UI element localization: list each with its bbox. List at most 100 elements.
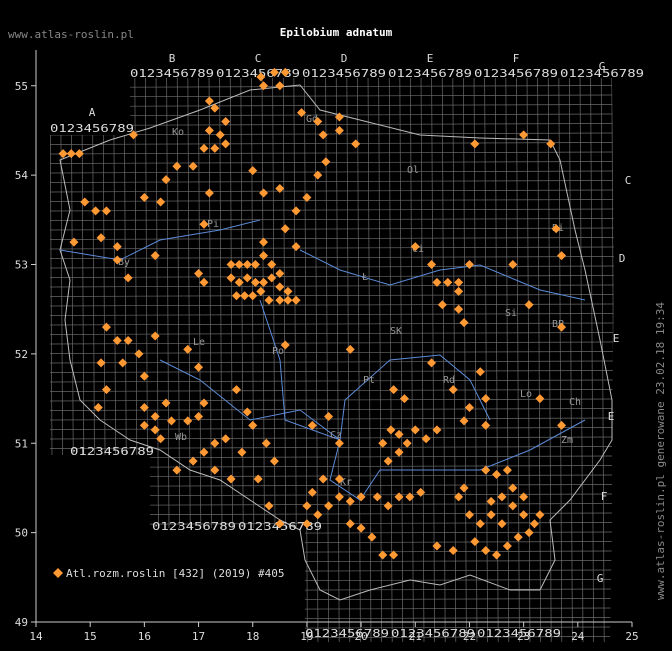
record-point	[156, 197, 166, 207]
grid-line-v	[537, 78, 541, 642]
record-point	[394, 447, 404, 457]
record-point	[475, 367, 485, 377]
record-point	[432, 541, 442, 551]
record-point	[313, 510, 323, 520]
record-point	[66, 149, 76, 159]
record-point	[259, 251, 269, 261]
record-point	[334, 125, 344, 135]
record-point	[464, 403, 474, 412]
record-point	[513, 532, 523, 542]
x-tick-label: 18	[246, 630, 259, 643]
record-point	[356, 523, 366, 533]
region-label: Ł	[361, 272, 368, 283]
record-point	[91, 206, 101, 216]
grid-line-v	[547, 78, 552, 642]
record-point	[74, 149, 84, 159]
grid-letter: E	[608, 410, 615, 423]
grid-line-h	[50, 284, 614, 288]
grid-letter: C	[255, 52, 262, 65]
record-point	[275, 295, 285, 305]
record-point	[267, 273, 277, 283]
x-tick-label: 22	[463, 630, 476, 643]
grid-line-h	[50, 170, 614, 174]
record-point	[378, 438, 388, 448]
grid-line-v	[463, 78, 467, 642]
grid-digits: 0123456789	[302, 67, 386, 80]
record-point	[253, 474, 263, 484]
record-point	[226, 260, 236, 269]
record-point	[221, 139, 231, 149]
grid-line-h	[50, 208, 614, 212]
record-point	[280, 67, 290, 77]
axes	[35, 50, 632, 623]
grid-letter: D	[341, 52, 348, 65]
record-point	[386, 425, 396, 435]
record-point	[80, 197, 90, 207]
record-point	[432, 425, 442, 435]
region-label: Pi	[207, 219, 219, 230]
record-point	[275, 184, 285, 194]
grid-line-v	[431, 78, 435, 642]
record-point	[334, 438, 344, 448]
record-point	[481, 546, 491, 555]
grid-line-h	[50, 294, 614, 297]
x-tick-label: 24	[571, 630, 585, 643]
record-point	[139, 403, 149, 412]
record-point	[432, 277, 442, 287]
record-point	[194, 362, 204, 372]
record-point	[183, 416, 193, 426]
record-point	[188, 161, 198, 171]
y-tick-label: 51	[15, 437, 28, 450]
grid-letter: C	[625, 174, 632, 187]
record-point	[546, 139, 556, 149]
record-point	[210, 465, 220, 475]
record-point	[275, 81, 285, 91]
record-point	[199, 219, 209, 229]
record-point	[459, 318, 469, 328]
record-point	[535, 394, 545, 404]
grid-line-h	[50, 360, 614, 364]
record-point	[183, 344, 193, 354]
grid-digits: 0123456789	[560, 67, 644, 80]
record-point	[307, 420, 317, 430]
grid-line-h	[50, 123, 614, 126]
record-point	[302, 192, 312, 202]
grid-line-h	[50, 446, 614, 449]
grid-letter: G	[599, 60, 606, 73]
grid-letter: B	[169, 52, 176, 65]
record-point	[324, 501, 334, 511]
record-point	[194, 268, 204, 278]
record-point	[378, 550, 388, 560]
record-point	[248, 291, 258, 301]
record-point	[508, 501, 518, 511]
grid-line-h	[50, 142, 614, 145]
record-point	[259, 237, 269, 247]
grid-line-h	[50, 189, 614, 193]
record-point	[204, 96, 214, 106]
country-outline	[59, 84, 613, 601]
record-point	[139, 420, 149, 430]
grid-letter: E	[613, 332, 620, 345]
grid-line-h	[50, 151, 614, 155]
region-label: Wb	[175, 432, 187, 443]
y-tick-label: 54	[15, 169, 29, 182]
grid-line-h	[50, 237, 614, 240]
record-point	[519, 510, 529, 520]
record-point	[497, 519, 507, 529]
record-point	[459, 483, 469, 493]
record-point	[261, 438, 271, 448]
grid-digits: 0123456789	[70, 445, 154, 458]
record-point	[259, 188, 269, 198]
record-point	[557, 322, 567, 332]
record-point	[313, 170, 323, 180]
record-point	[210, 143, 220, 153]
grid-letter: G	[597, 572, 604, 585]
record-point	[150, 331, 160, 341]
record-point	[150, 251, 160, 261]
record-point	[69, 237, 79, 247]
record-point	[264, 295, 274, 305]
grid-line-h	[50, 370, 614, 373]
record-point	[448, 546, 458, 555]
record-point	[237, 447, 247, 457]
